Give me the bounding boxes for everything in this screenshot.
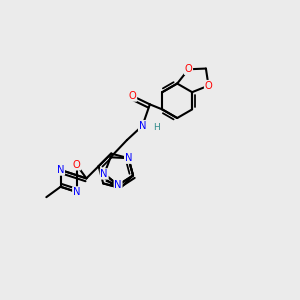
Text: O: O: [73, 160, 80, 170]
Text: N: N: [73, 187, 80, 197]
Text: H: H: [153, 123, 160, 132]
Text: N: N: [125, 153, 132, 163]
Text: N: N: [57, 165, 64, 175]
Text: N: N: [100, 169, 108, 179]
Text: N: N: [139, 121, 146, 131]
Text: O: O: [205, 81, 212, 91]
Text: O: O: [184, 64, 192, 74]
Text: O: O: [129, 91, 136, 101]
Text: N: N: [114, 180, 122, 190]
